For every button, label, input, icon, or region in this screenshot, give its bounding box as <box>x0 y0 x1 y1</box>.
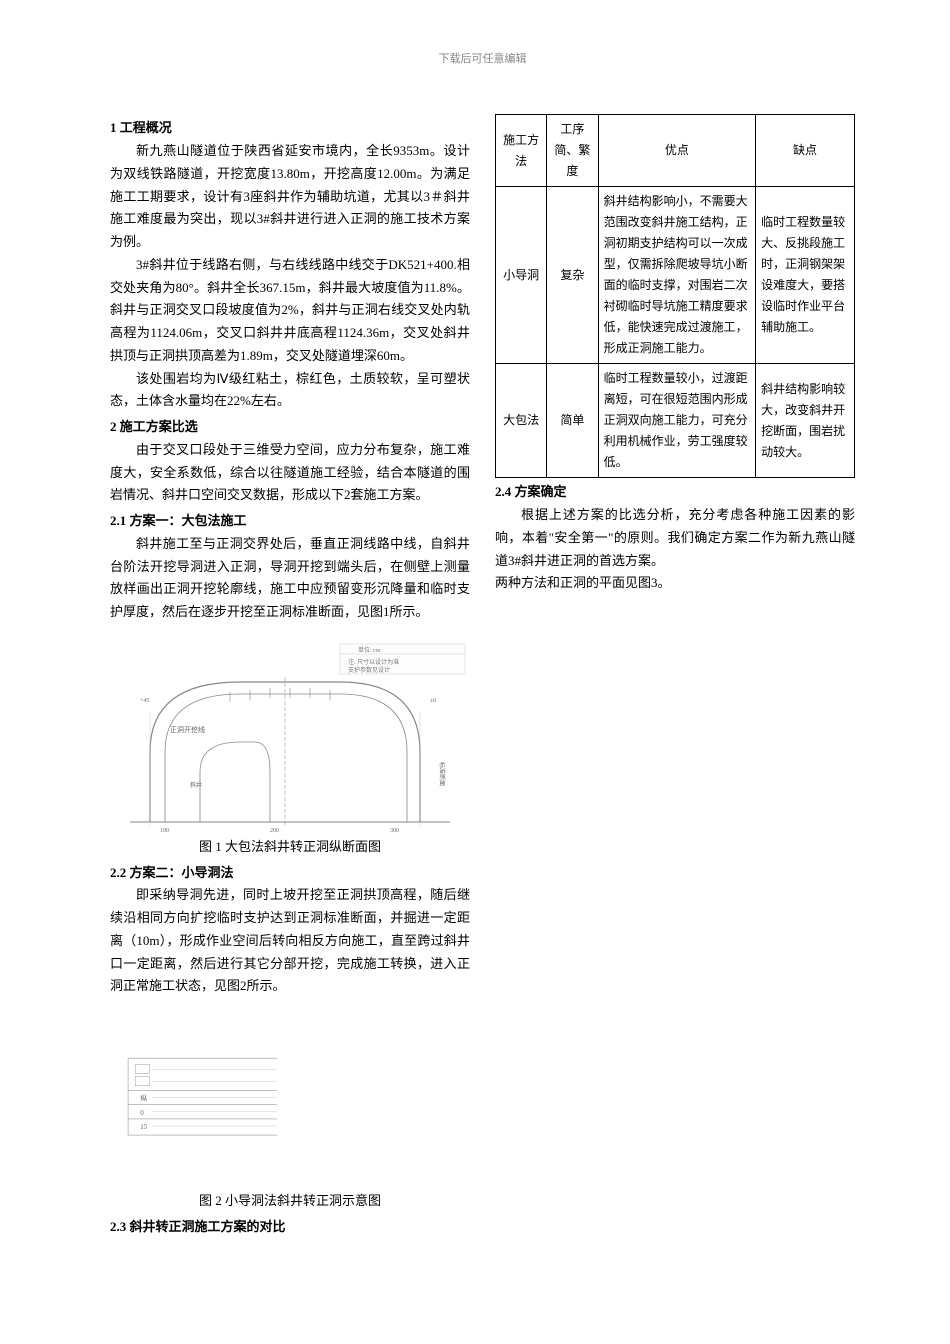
table-row: 小导洞 复杂 斜井结构影响小，不需要大范围改变斜井施工结构，正洞初期支护结构可以… <box>496 187 855 364</box>
s21-p1: 斜井施工至与正洞交界处后，垂直正洞线路中线，自斜井台阶法开挖导洞进入正洞，导洞开… <box>110 533 470 624</box>
svg-text:15: 15 <box>140 1123 148 1131</box>
svg-text:0: 0 <box>140 1109 144 1117</box>
section-21-title: 2.1 方案一：大包法施工 <box>110 510 470 533</box>
s1-p1: 新九燕山隧道位于陕西省延安市境内，全长9353m。设计为双线铁路隧道，开挖宽度1… <box>110 140 470 254</box>
svg-text:注: 尺寸以设计为准: 注: 尺寸以设计为准 <box>348 658 399 666</box>
figure-2-caption: 图 2 小导洞法斜井转正洞示意图 <box>110 1190 470 1213</box>
comparison-table: 施工方法 工序简、繁度 优点 缺点 小导洞 复杂 斜井结构影响小，不需要大范围改… <box>495 114 855 478</box>
table-row: 大包法 简单 临时工程数量较小，过渡距离短，可在很短范围内形成正洞双向施工能力，… <box>496 364 855 478</box>
cell-pros-2: 临时工程数量较小，过渡距离短，可在很短范围内形成正洞双向施工能力，可充分利用机械… <box>598 364 756 478</box>
svg-text:+45: +45 <box>140 698 149 704</box>
cell-cons-1: 临时工程数量较大、反挑段施工时，正洞钢架架设难度大，要搭设临时作业平台辅助施工。 <box>756 187 855 364</box>
th-method: 施工方法 <box>496 115 547 187</box>
cell-complex-2: 简单 <box>547 364 598 478</box>
s2-p1: 由于交叉口段处于三维受力空间，应力分布复杂，施工难度大，安全系数低，综合以往隧道… <box>110 439 470 507</box>
s24-p2: 两种方法和正洞的平面见图3。 <box>495 572 855 595</box>
svg-text:单位: cm: 单位: cm <box>358 646 381 654</box>
figure-1: 单位: cm 注: 尺寸以设计为准 支护参数见设计 正洞开挖线 斜井 +45 ±… <box>110 632 470 832</box>
cell-pros-1: 斜井结构影响小，不需要大范围改变斜井施工结构，正洞初期支护结构可以一次成型，仅需… <box>598 187 756 364</box>
svg-text:正洞开挖线: 正洞开挖线 <box>170 725 205 734</box>
section-2-title: 2 施工方案比选 <box>110 416 470 439</box>
svg-text:标准断面: 标准断面 <box>438 762 446 786</box>
s24-p1: 根据上述方案的比选分析，充分考虑各种施工因素的影响，本着"安全第一"的原则。我们… <box>495 504 855 572</box>
svg-text:支护参数见设计: 支护参数见设计 <box>348 666 390 674</box>
section-23-title: 2.3 斜井转正洞施工方案的对比 <box>110 1216 470 1239</box>
section-24-title: 2.4 方案确定 <box>495 481 855 504</box>
table-header-row: 施工方法 工序简、繁度 优点 缺点 <box>496 115 855 187</box>
th-complexity: 工序简、繁度 <box>547 115 598 187</box>
svg-text:100: 100 <box>160 828 169 832</box>
cell-complex-1: 复杂 <box>547 187 598 364</box>
section-1-title: 1 工程概况 <box>110 117 470 140</box>
s22-p1: 即采纳导洞先进，同时上坡开挖至正洞拱顶高程，随后继续沿相同方向扩挖临时支护达到正… <box>110 884 470 998</box>
comparison-table-wrap: 施工方法 工序简、繁度 优点 缺点 小导洞 复杂 斜井结构影响小，不需要大范围改… <box>495 114 855 478</box>
th-pros: 优点 <box>598 115 756 187</box>
cell-cons-2: 斜井结构影响较大，改变斜井开挖断面，围岩扰动较大。 <box>756 364 855 478</box>
s1-p2: 3#斜井位于线路右侧，与右线线路中线交于DK521+400.相交处夹角为80°。… <box>110 254 470 368</box>
main-content: 1 工程概况 新九燕山隧道位于陕西省延安市境内，全长9353m。设计为双线铁路隧… <box>110 114 855 1294</box>
figure-2: 纵 0 15 <box>120 1046 282 1142</box>
th-cons: 缺点 <box>756 115 855 187</box>
svg-text:300: 300 <box>390 828 399 832</box>
svg-text:纵: 纵 <box>140 1095 147 1103</box>
figure-1-caption: 图 1 大包法斜井转正洞纵断面图 <box>110 836 470 859</box>
svg-text:斜井: 斜井 <box>190 781 202 789</box>
svg-text:200: 200 <box>270 828 279 832</box>
s1-p3: 该处围岩均为Ⅳ级红粘土，棕红色，土质较软，呈可塑状态，土体含水量均在22%左右。 <box>110 368 470 414</box>
svg-text:±0: ±0 <box>430 698 436 704</box>
section-22-title: 2.2 方案二：小导洞法 <box>110 862 470 885</box>
cell-method-1: 小导洞 <box>496 187 547 364</box>
cell-method-2: 大包法 <box>496 364 547 478</box>
page-header: 下载后可任意编辑 <box>110 50 855 69</box>
